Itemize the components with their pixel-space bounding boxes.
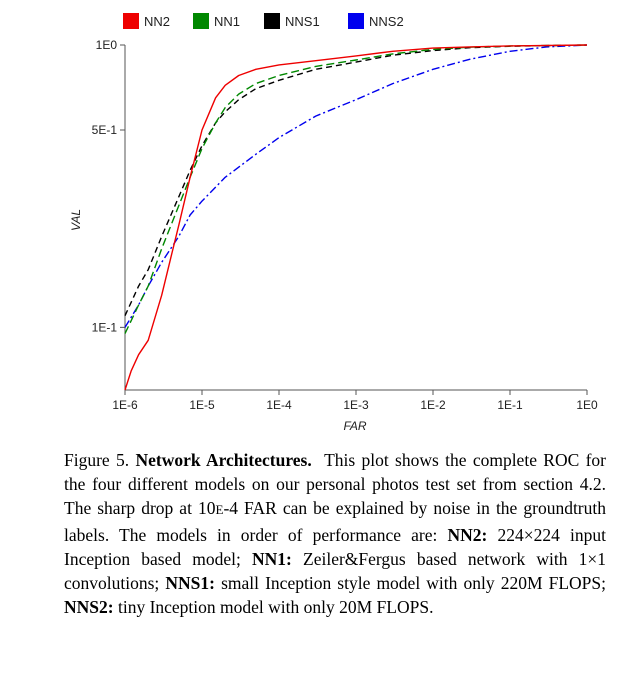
x-tick-label: 1E0 <box>576 398 598 412</box>
legend-label-nns2: NNS2 <box>369 14 404 29</box>
legend: NN2 NN1 NNS1 NNS2 <box>123 13 404 29</box>
caption-model-1-desc: 224×224 input Inception based model; <box>64 524 606 569</box>
series-line-nn1 <box>124 44 588 334</box>
caption-model-3-desc: small Inception style model with only 22… <box>221 573 607 594</box>
roc-chart: NN2 NN1 NNS1 NNS2 1E-6 1E-5 1E-4 1E-3 1E-2 1E-1 1… <box>69 13 598 433</box>
caption-label: Figure 5. <box>64 450 130 470</box>
axes: 1E-6 1E-5 1E-4 1E-3 1E-2 1E-1 1E0 1E0 5E-1 1E-1 <box>92 38 598 412</box>
caption-model-3-name: NNS1: <box>165 573 215 594</box>
legend-swatch-nns2 <box>348 13 364 29</box>
series-line-nn2 <box>124 44 588 391</box>
x-axis-label: FAR <box>343 419 366 433</box>
legend-label-nns1: NNS1 <box>285 14 320 29</box>
x-tick-label: 1E-2 <box>420 398 446 412</box>
legend-swatch-nn2 <box>123 13 139 29</box>
caption-model-4-desc: tiny Inception model with only 20M FLOPS… <box>117 597 434 618</box>
caption-body-1: This plot shows the complete ROC for the… <box>64 450 606 519</box>
caption-model-2-desc: Zeiler&Fergus based network with 1×1 con… <box>64 548 606 594</box>
series-line-nns1 <box>124 44 588 316</box>
x-tick-label: 1E-5 <box>189 398 215 412</box>
figure-caption: Figure 5. Network Architectures. This pl… <box>64 448 606 619</box>
legend-swatch-nn1 <box>193 13 209 29</box>
y-tick-label: 1E0 <box>96 38 118 52</box>
legend-swatch-nns1 <box>264 13 280 29</box>
caption-model-1-name: NN2: <box>447 524 488 545</box>
x-tick-label: 1E-4 <box>266 398 292 412</box>
series-layer <box>124 44 588 391</box>
x-tick-label: 1E-1 <box>497 398 523 412</box>
caption-body-2: -4 FAR can be explained by noise in the … <box>64 498 606 545</box>
caption-model-2-name: NN1: <box>252 548 292 569</box>
caption-model-4-name: NNS2: <box>64 597 114 618</box>
legend-label-nn2: NN2 <box>144 14 170 29</box>
y-tick-label: 5E-1 <box>92 123 118 137</box>
series-line-nns2 <box>124 44 588 328</box>
y-tick-label: 1E-1 <box>92 320 118 334</box>
x-tick-label: 1E-3 <box>343 398 369 412</box>
legend-label-nn1: NN1 <box>214 14 240 29</box>
caption-title: Network Architectures. <box>135 450 312 470</box>
y-axis-label: VAL <box>69 209 83 231</box>
x-tick-label: 1E-6 <box>112 398 138 412</box>
caption-small-caps: E <box>215 502 224 518</box>
